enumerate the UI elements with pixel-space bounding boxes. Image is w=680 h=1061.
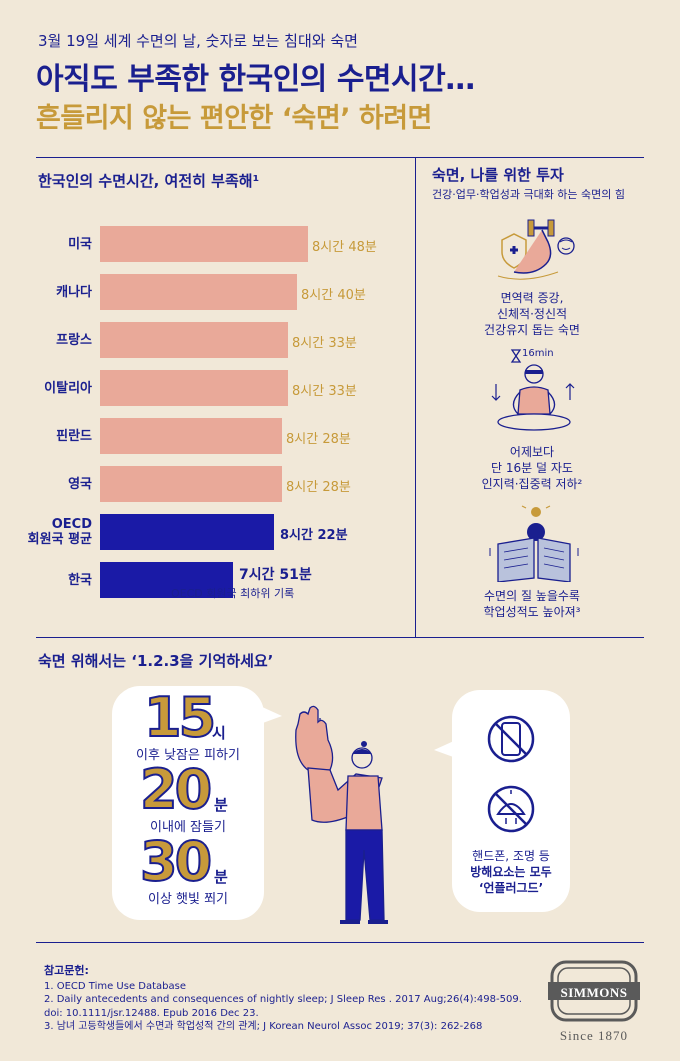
bar-label-1: 캐나다 [56, 284, 92, 300]
references: 참고문헌: 1. OECD Time Use Database 2. Daily… [44, 964, 524, 1034]
bar-4 [100, 418, 282, 454]
tips-bubble: 15 시 이후 낮잠은 피하기 20 분 이내에 잠들기 30 분 이상 햇빛 … [112, 685, 282, 920]
bar-value-7: 7시간 51분 [239, 567, 312, 583]
bar-6 [100, 514, 274, 550]
no-phone-icon [487, 715, 535, 763]
bar-label-2: 프랑스 [56, 332, 92, 348]
rule123-title: 숙면 위해서는 ‘1.2.3을 기억하세요’ [38, 652, 274, 670]
chart-title: 한국인의 수면시간, 여전히 부족해¹ [38, 172, 260, 190]
tip-30-text: 이상 햇빛 쬐기 [147, 892, 229, 907]
page-title: 아직도 부족한 한국인의 수면시간… [36, 62, 475, 97]
kicker-text: 3월 19일 세계 수면의 날, 숫자로 보는 침대와 숙면 [38, 32, 358, 50]
tip-15-text: 이후 낮잠은 피하기 [136, 748, 240, 763]
tip-15-number: 15 [143, 685, 217, 750]
academic-caption: 수면의 질 높을수록 학업성적도 높아져³ [483, 589, 581, 619]
bar-value-1: 8시간 40분 [301, 288, 366, 303]
tip-30-number: 30 [139, 829, 213, 894]
bottom-divider [36, 942, 644, 943]
tip-15-unit: 시 [212, 724, 226, 742]
top-divider [36, 157, 644, 158]
bar-label-0: 미국 [68, 236, 92, 252]
meditation-timer-icon: 16min [484, 344, 584, 436]
bar-2 [100, 322, 288, 358]
brand-since: Since 1870 [559, 1028, 629, 1043]
cognition-caption: 어제보다 단 16분 덜 자도 인지력·집중력 저하² [481, 445, 583, 491]
bar-0 [100, 226, 308, 262]
no-light-icon [487, 785, 535, 833]
unplug-text: 핸드폰, 조명 등 방해요소는 모두 ‘언플러그드’ [470, 849, 552, 895]
reference-2: 2. Daily antecedents and consequences of… [44, 994, 522, 1019]
bar-label-3: 이탈리아 [44, 380, 92, 396]
bar-value-4: 8시간 28분 [286, 432, 351, 447]
muscle-dumbbell-icon [484, 212, 584, 284]
bar-label-7: 한국 [68, 572, 92, 588]
unplug-bubble: 핸드폰, 조명 등 방해요소는 모두 ‘언플러그드’ [434, 690, 570, 912]
bar-value-2: 8시간 33분 [292, 336, 357, 351]
tip-30-unit: 분 [214, 868, 228, 886]
reading-book-icon [484, 504, 584, 583]
bar-7 [100, 562, 233, 598]
bar-value-3: 8시간 33분 [292, 384, 357, 399]
bar-3 [100, 370, 288, 406]
brand-name: SIMMONS [560, 985, 628, 1000]
reference-1: 1. OECD Time Use Database [44, 980, 186, 992]
bar-label-5: 영국 [68, 476, 92, 492]
column-divider [415, 157, 416, 637]
investment-subtitle: 건강·업무·학업성과 극대화 하는 숙면의 힘 [432, 188, 626, 201]
investment-title: 숙면, 나를 위한 투자 [432, 166, 564, 184]
references-title: 참고문헌: [44, 964, 89, 977]
tip-20-number: 20 [139, 757, 213, 822]
bar-5 [100, 466, 282, 502]
middle-divider [36, 637, 644, 638]
reference-3: 3. 남녀 고등학생들에서 수면과 학업성적 간의 관계; J Korean N… [44, 1021, 483, 1032]
immunity-caption: 면역력 증강, 신체적·정신적 건강유지 돕는 숙면 [484, 291, 580, 337]
timer-label: 16min [522, 348, 554, 359]
bar-1 [100, 274, 297, 310]
bar-label-4: 핀란드 [56, 428, 92, 444]
bar-value-5: 8시간 28분 [286, 480, 351, 495]
page-subtitle: 흔들리지 않는 편안한 ‘숙면’ 하려면 [36, 103, 432, 134]
bar-label-6: OECD 회원국 평균 [27, 517, 92, 547]
tip-20-text: 이내에 잠들기 [150, 820, 226, 835]
bar-value-0: 8시간 48분 [312, 240, 377, 255]
bar-value-6: 8시간 22분 [280, 528, 348, 543]
tip-20-unit: 분 [214, 796, 228, 814]
person-three-fingers-icon [286, 700, 414, 930]
simmons-logo: SIMMONS Since 1870 [548, 958, 640, 1048]
korea-note: OECD 회원국 최하위 기록 [171, 587, 295, 600]
sleep-bar-chart: 미국 8시간 48분 캐나다 8시간 40분 프랑스 8시간 33분 이탈리아 8시간 33분… [0, 0, 415, 637]
